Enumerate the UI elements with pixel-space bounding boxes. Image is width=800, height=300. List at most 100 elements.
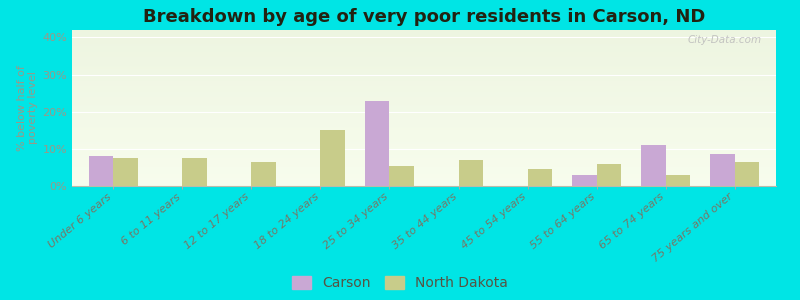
Bar: [72, 63, 776, 64]
Bar: [72, 177, 776, 178]
Bar: [72, 156, 776, 158]
Bar: [72, 121, 776, 122]
Bar: [72, 78, 776, 80]
Bar: [572, 175, 597, 186]
Bar: [72, 86, 776, 88]
Bar: [72, 39, 776, 41]
Bar: [72, 166, 776, 167]
Bar: [72, 134, 776, 136]
Bar: [597, 164, 621, 186]
Bar: [72, 43, 776, 44]
Bar: [710, 154, 734, 186]
Bar: [72, 183, 776, 184]
Bar: [72, 136, 776, 138]
Bar: [72, 58, 776, 60]
Bar: [90, 156, 114, 186]
Bar: [72, 113, 776, 114]
Bar: [72, 36, 776, 38]
Bar: [72, 75, 776, 77]
Bar: [72, 68, 776, 69]
Text: City-Data.com: City-Data.com: [688, 35, 762, 45]
Bar: [72, 150, 776, 152]
Bar: [72, 119, 776, 121]
Bar: [72, 180, 776, 181]
Bar: [72, 139, 776, 141]
Bar: [72, 95, 776, 97]
Bar: [72, 131, 776, 133]
Bar: [72, 44, 776, 46]
Bar: [390, 166, 414, 186]
Bar: [72, 82, 776, 83]
Bar: [734, 162, 758, 186]
Bar: [182, 158, 206, 186]
Bar: [72, 153, 776, 155]
Bar: [72, 138, 776, 139]
Bar: [72, 178, 776, 180]
Bar: [72, 114, 776, 116]
Bar: [72, 35, 776, 36]
Bar: [72, 33, 776, 35]
Bar: [72, 52, 776, 53]
Bar: [72, 70, 776, 72]
Bar: [72, 181, 776, 183]
Bar: [72, 69, 776, 70]
Legend: Carson, North Dakota: Carson, North Dakota: [292, 276, 508, 290]
Bar: [72, 100, 776, 102]
Bar: [72, 30, 776, 31]
Bar: [72, 160, 776, 161]
Y-axis label: % below half of
poverty level: % below half of poverty level: [17, 65, 38, 151]
Bar: [72, 116, 776, 117]
Bar: [72, 175, 776, 177]
Bar: [72, 50, 776, 52]
Bar: [72, 88, 776, 89]
Bar: [72, 158, 776, 160]
Bar: [72, 172, 776, 173]
Bar: [72, 146, 776, 147]
Bar: [666, 175, 690, 186]
Bar: [72, 102, 776, 103]
Bar: [72, 97, 776, 99]
Bar: [72, 74, 776, 75]
Bar: [72, 66, 776, 68]
Bar: [72, 127, 776, 128]
Bar: [72, 47, 776, 49]
Bar: [527, 169, 552, 186]
Bar: [458, 160, 482, 186]
Bar: [72, 170, 776, 172]
Bar: [72, 61, 776, 63]
Bar: [72, 173, 776, 175]
Bar: [72, 53, 776, 55]
Bar: [72, 64, 776, 66]
Bar: [72, 142, 776, 144]
Bar: [72, 38, 776, 39]
Bar: [642, 145, 666, 186]
Bar: [72, 41, 776, 43]
Bar: [72, 72, 776, 74]
Bar: [72, 56, 776, 58]
Bar: [72, 92, 776, 94]
Bar: [72, 103, 776, 105]
Bar: [72, 77, 776, 78]
Bar: [72, 85, 776, 86]
Bar: [72, 152, 776, 153]
Bar: [72, 99, 776, 100]
Bar: [72, 130, 776, 131]
Bar: [72, 161, 776, 163]
Bar: [72, 83, 776, 85]
Bar: [72, 94, 776, 95]
Bar: [72, 124, 776, 125]
Bar: [114, 158, 138, 186]
Bar: [72, 128, 776, 130]
Title: Breakdown by age of very poor residents in Carson, ND: Breakdown by age of very poor residents …: [143, 8, 705, 26]
Bar: [72, 163, 776, 164]
Bar: [72, 46, 776, 47]
Bar: [72, 167, 776, 169]
Bar: [72, 110, 776, 111]
Bar: [72, 111, 776, 113]
Bar: [321, 130, 345, 186]
Bar: [72, 117, 776, 119]
Bar: [72, 169, 776, 170]
Bar: [72, 141, 776, 142]
Bar: [72, 55, 776, 56]
Bar: [72, 164, 776, 166]
